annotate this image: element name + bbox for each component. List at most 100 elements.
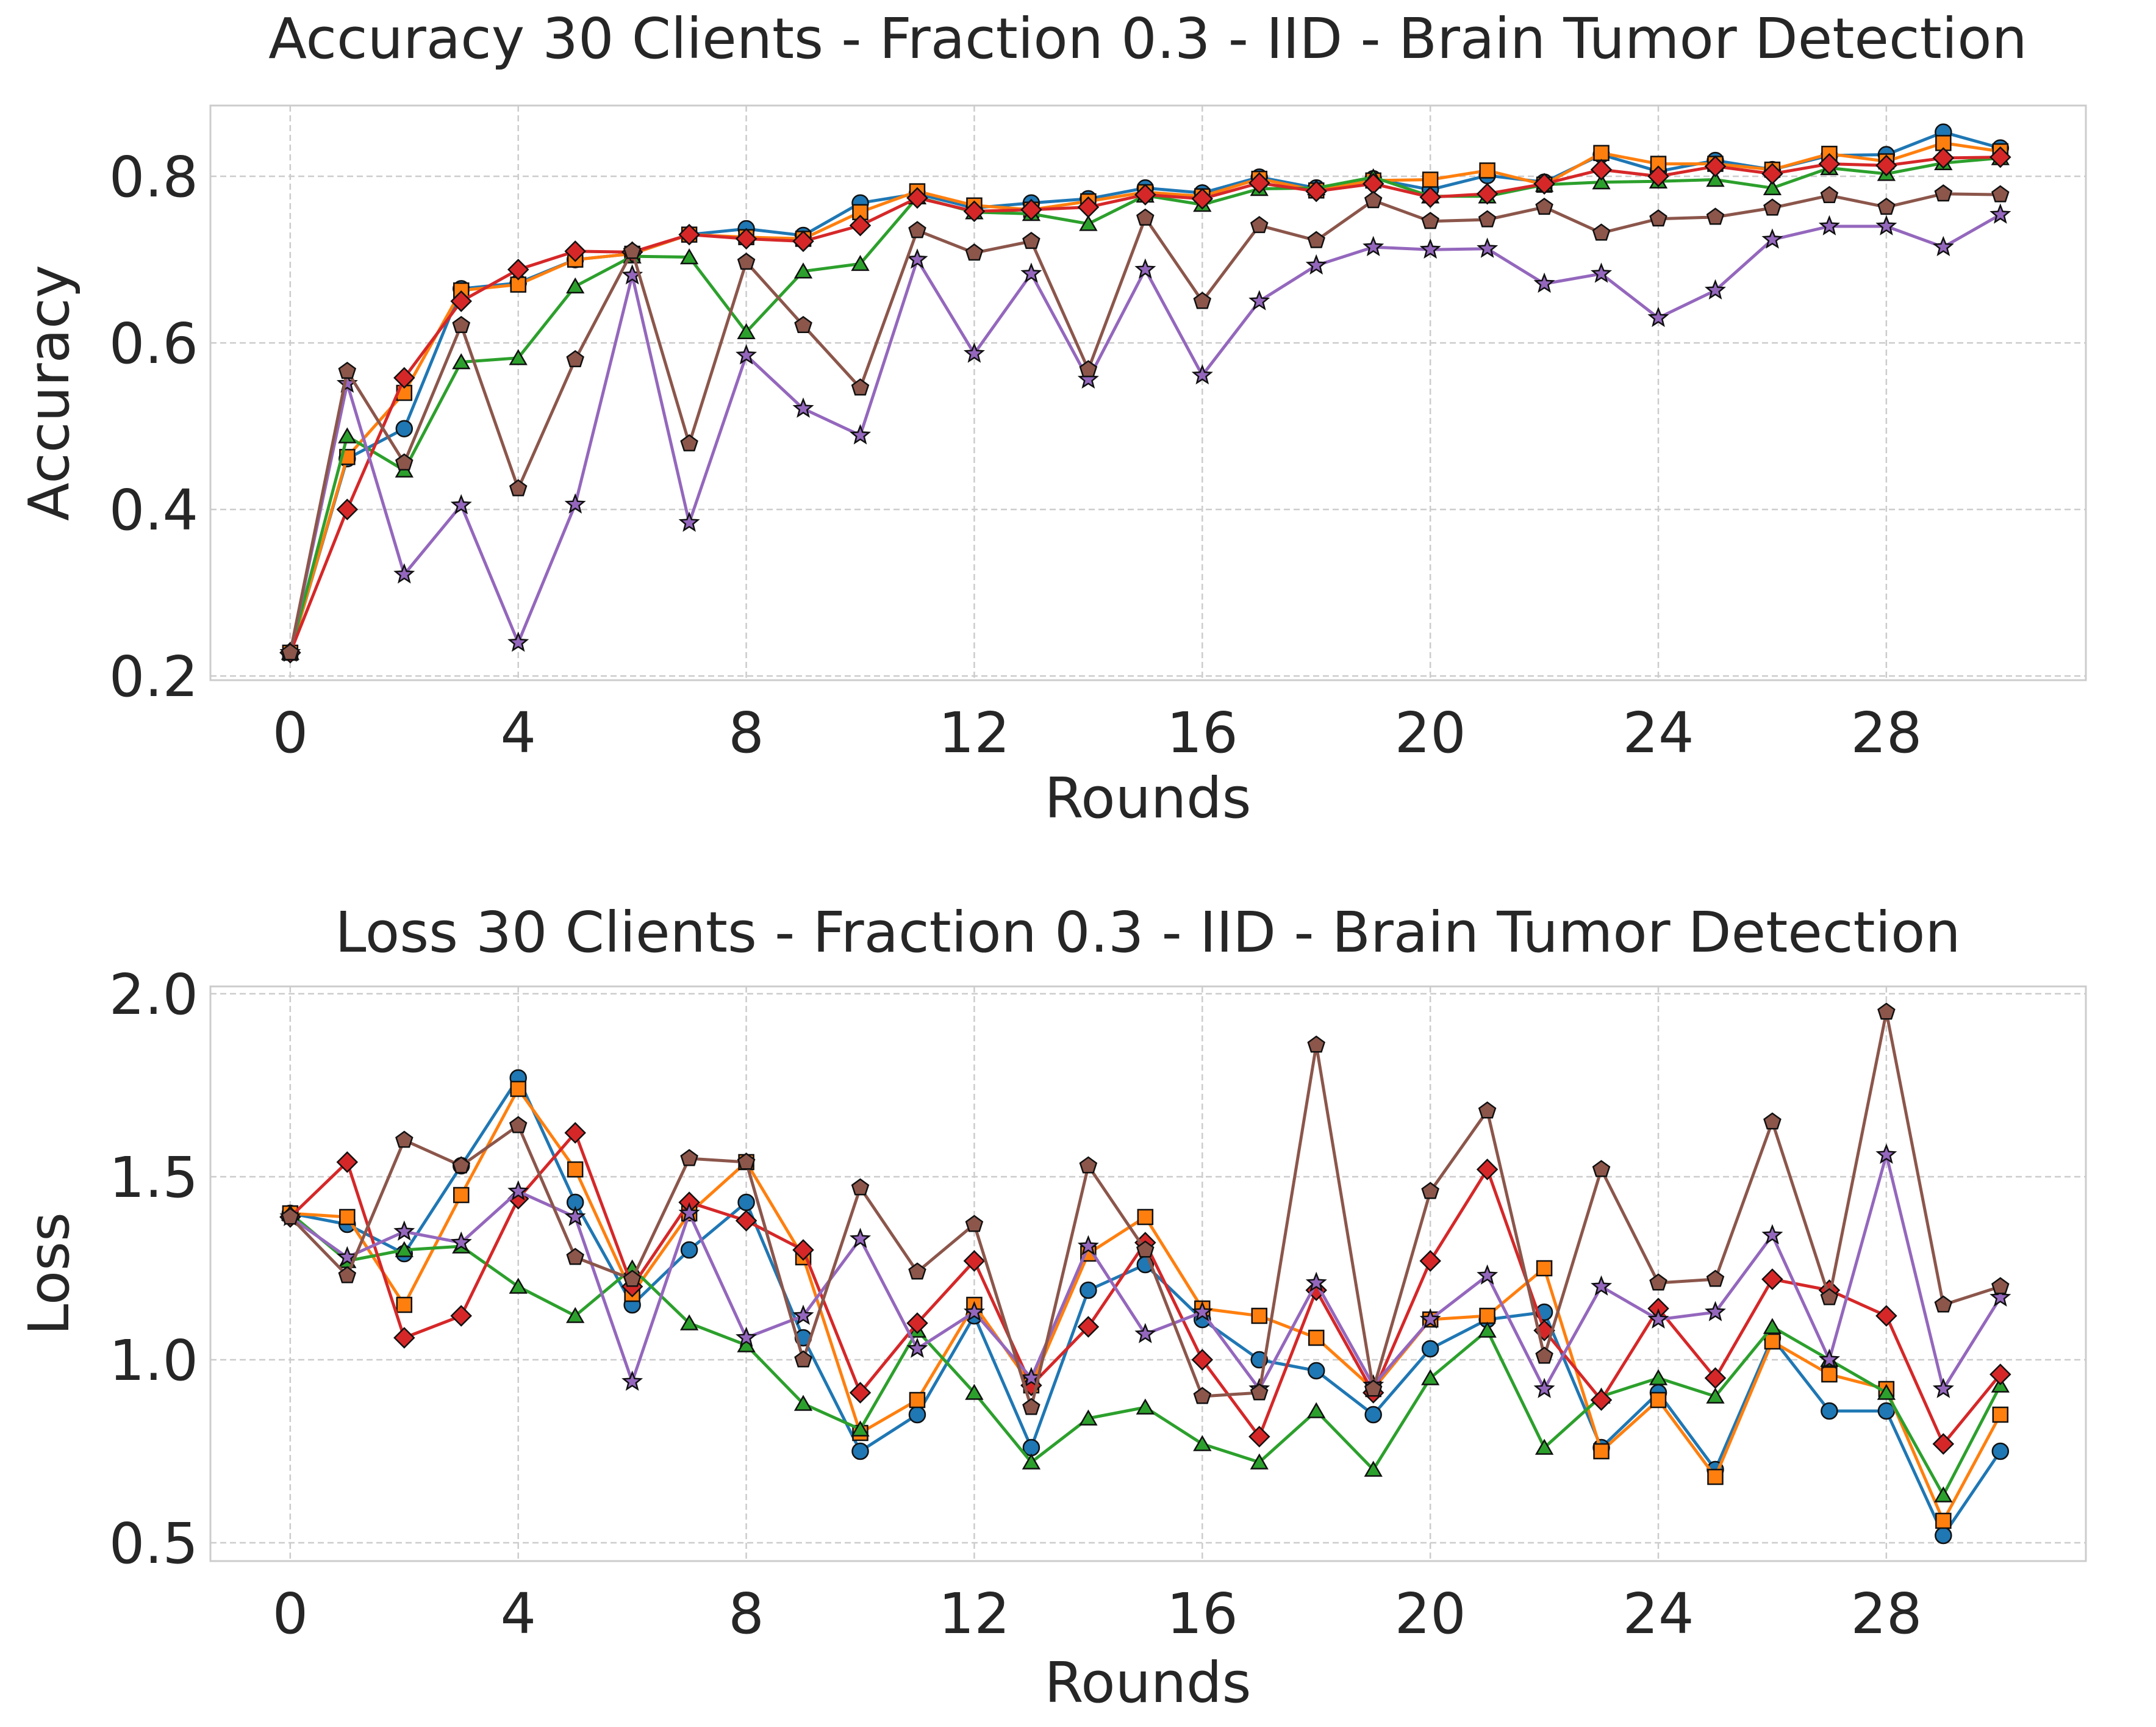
- loss-series-3-point: [1136, 1398, 1155, 1415]
- accuracy-series-4-point: [1476, 182, 1499, 205]
- accuracy-series-3-point: [1706, 171, 1725, 187]
- loss-series-6-point: [623, 1269, 642, 1287]
- accuracy-series-5-point: [1248, 290, 1270, 311]
- accuracy-series-5-point: [1419, 238, 1441, 259]
- loss-y-tick-label: 1.0: [109, 1328, 198, 1393]
- loss-series-4-point: [906, 1312, 928, 1334]
- accuracy-series-2-point: [1479, 162, 1495, 179]
- loss-series-3-point: [965, 1384, 984, 1400]
- accuracy-y-tick-label: 0.2: [109, 644, 198, 709]
- loss-series-6-point: [1307, 1035, 1325, 1053]
- accuracy-series-4-point: [1704, 155, 1727, 178]
- loss-y-tick-label: 0.5: [109, 1511, 198, 1576]
- accuracy-series-1-point: [395, 420, 414, 437]
- accuracy-series-6-point: [1820, 185, 1839, 204]
- loss-series-3-point: [1535, 1438, 1554, 1455]
- loss-series-5-point: [1419, 1308, 1441, 1329]
- loss-series-3-point: [566, 1307, 585, 1323]
- loss-series-4-point: [1875, 1305, 1897, 1327]
- accuracy-series-6-point: [1022, 231, 1040, 250]
- loss-plot-area: [209, 985, 2087, 1562]
- accuracy-series-5-point: [393, 563, 415, 584]
- accuracy-series: [279, 123, 2011, 664]
- loss-series-5-point: [1134, 1323, 1156, 1343]
- accuracy-series-4-point: [1989, 146, 2011, 168]
- loss-series-6-point: [1592, 1160, 1611, 1177]
- loss-series-6-point: [1763, 1112, 1782, 1130]
- loss-series-5-point: [792, 1304, 814, 1325]
- loss-series-2-point: [1593, 1443, 1610, 1460]
- loss-series-3-point: [851, 1420, 870, 1437]
- accuracy-series-5-point: [1818, 215, 1840, 235]
- loss-series-5-point: [1875, 1143, 1897, 1164]
- accuracy-series-5-point: [678, 511, 700, 532]
- accuracy-series-3-point: [793, 262, 813, 279]
- accuracy-series-4-point: [393, 367, 415, 389]
- loss-series-6-point: [1991, 1277, 2010, 1294]
- loss-chart: 0 4 8 12 16 20 24 28 0.5 1.0 1.5 2.0 Loss 30 Clien…: [16, 900, 2087, 1715]
- accuracy-series-5-point: [1761, 228, 1783, 249]
- loss-series-1-point: [1821, 1402, 1838, 1420]
- loss-series-4-point: [1989, 1363, 2011, 1385]
- accuracy-series-6-point: [1592, 223, 1611, 241]
- loss-series-2-point: [909, 1391, 926, 1409]
- accuracy-chart: 0 4 8 12 16 20 24 28 0.2 0.4 0.6 0.8 Accuracy 30 C…: [16, 6, 2087, 831]
- loss-series-4-point: [1704, 1367, 1727, 1389]
- accuracy-series-4-point: [678, 223, 700, 246]
- accuracy-series-4-point: [507, 259, 529, 281]
- loss-series-2-point: [1821, 1366, 1838, 1383]
- accuracy-series-6-point: [1763, 198, 1782, 216]
- accuracy-series-6-point: [623, 242, 642, 259]
- accuracy-series-4-point: [1533, 173, 1555, 195]
- loss-series-6: [281, 1002, 2010, 1415]
- accuracy-series-3-point: [509, 349, 528, 365]
- accuracy-series-4-point: [1875, 154, 1897, 177]
- loss-series-5-point: [1761, 1224, 1783, 1244]
- loss-series-6-point: [281, 1207, 299, 1225]
- loss-series-5-point: [336, 1246, 358, 1266]
- loss-series-5-point: [1591, 1275, 1613, 1296]
- loss-x-tick-label: 28: [1850, 1581, 1922, 1646]
- accuracy-series-6-point: [1307, 231, 1325, 248]
- accuracy-series-5-point: [1363, 235, 1384, 256]
- loss-series-6-point: [566, 1248, 584, 1265]
- accuracy-series-5-point: [1020, 262, 1042, 283]
- loss-series-5-point: [1932, 1377, 1954, 1398]
- accuracy-x-tick-label: 4: [500, 700, 536, 766]
- accuracy-series-5-point: [450, 494, 472, 515]
- loss-series-4-point: [1248, 1426, 1270, 1448]
- loss-series-6-point: [965, 1215, 984, 1232]
- accuracy-series-3-point: [452, 353, 471, 370]
- loss-series-3-point: [509, 1277, 528, 1294]
- loss-series-5-point: [1647, 1308, 1669, 1329]
- loss-x-tick-label: 0: [273, 1581, 309, 1646]
- loss-x-axis-label: Rounds: [1044, 1650, 1251, 1715]
- loss-y-tick-label: 2.0: [109, 962, 198, 1027]
- loss-series-3-point: [1934, 1486, 1953, 1503]
- accuracy-series-3-point: [1079, 215, 1098, 231]
- loss-x-tick-label: 16: [1167, 1581, 1238, 1646]
- accuracy-x-tick-label: 24: [1622, 700, 1694, 766]
- loss-series-5-point: [1077, 1235, 1099, 1255]
- loss-series-4-point: [735, 1210, 757, 1232]
- loss-series-5-point: [1989, 1286, 2011, 1307]
- accuracy-series-4-point: [336, 498, 359, 520]
- loss-series-5-point: [1305, 1271, 1327, 1292]
- loss-series-6-point: [452, 1156, 471, 1174]
- loss-series-2-point: [453, 1187, 470, 1204]
- accuracy-series-5-point: [564, 493, 586, 514]
- accuracy-series-5-point: [507, 631, 529, 652]
- loss-series-1-point: [1991, 1442, 2010, 1460]
- accuracy-series-3-point: [851, 254, 870, 271]
- loss-series-6-point: [908, 1262, 926, 1280]
- loss-y-ticks: 0.5 1.0 1.5 2.0: [109, 962, 198, 1576]
- loss-series-1-point: [680, 1241, 698, 1259]
- loss-series-5-point: [507, 1180, 529, 1201]
- loss-series-1-point: [1080, 1281, 1097, 1299]
- loss-series-3-point: [793, 1395, 813, 1411]
- accuracy-series-6-point: [1364, 191, 1383, 209]
- accuracy-series-3-point: [566, 277, 585, 294]
- loss-series-4-point: [1419, 1250, 1441, 1272]
- accuracy-series-6-point: [908, 221, 926, 239]
- loss-series-1-point: [908, 1406, 926, 1424]
